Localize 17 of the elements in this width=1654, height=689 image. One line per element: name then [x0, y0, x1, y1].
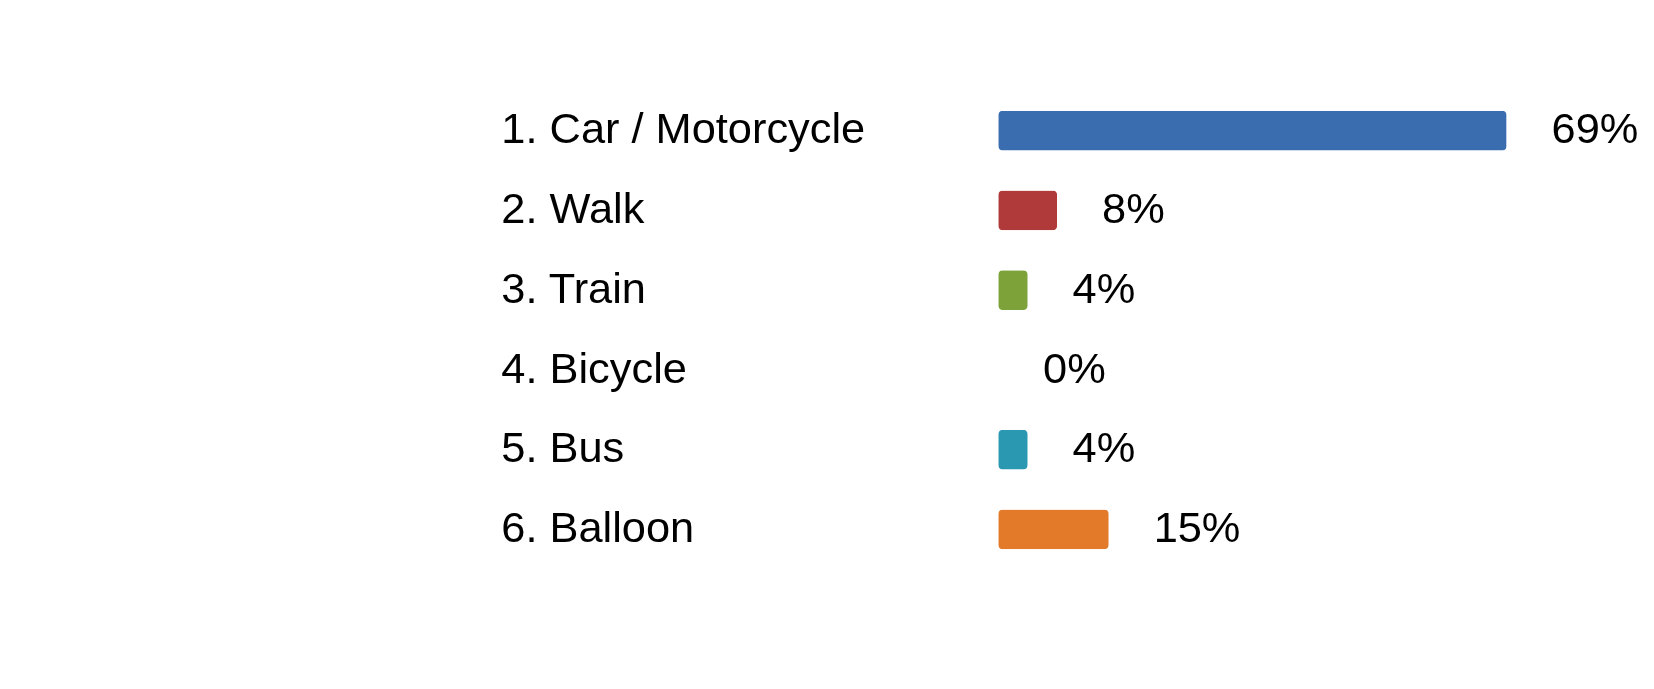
- y-tick-label: 4. Bicycle: [501, 343, 687, 392]
- data-label: 15%: [1153, 503, 1241, 552]
- y-tick-label: 3. Train: [501, 263, 646, 312]
- bar: [998, 190, 1058, 231]
- y-tick-label: 5. Bus: [501, 423, 625, 472]
- y-tick-label: 1. Car / Motorcycle: [501, 104, 866, 153]
- data-label: 4%: [1072, 263, 1136, 312]
- data-label: 4%: [1072, 423, 1136, 472]
- y-tick-label: 2. Walk: [501, 184, 645, 233]
- bar: [998, 110, 1507, 151]
- data-label: 0%: [1043, 343, 1106, 392]
- y-tick-label: 6. Balloon: [501, 503, 695, 552]
- bar: [998, 270, 1028, 311]
- data-label: 69%: [1551, 104, 1639, 153]
- data-label: 8%: [1102, 184, 1165, 233]
- bar: [998, 509, 1109, 550]
- bar: [998, 429, 1028, 470]
